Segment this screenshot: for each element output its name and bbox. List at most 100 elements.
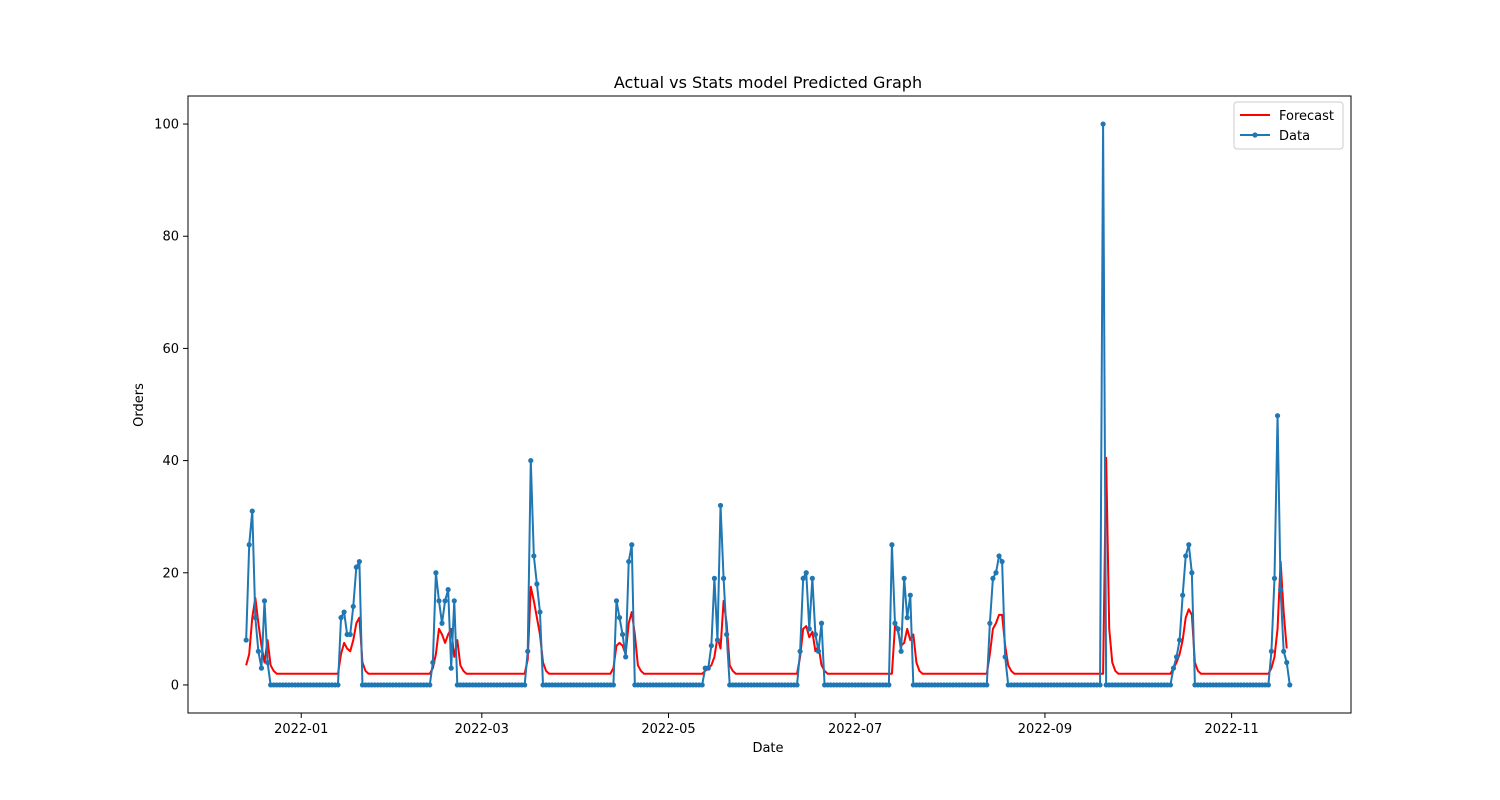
- legend-box: [1233, 101, 1344, 150]
- data-point: [626, 558, 632, 565]
- data-point: [445, 587, 451, 593]
- data-point: [613, 598, 620, 604]
- x-tick-label: 2022-05: [641, 722, 695, 737]
- data-point: [794, 682, 800, 688]
- x-tick-label: 2022-03: [455, 722, 509, 737]
- data-point: [335, 682, 341, 688]
- data-point: [999, 558, 1005, 565]
- data-point: [1281, 648, 1287, 654]
- data-point: [537, 609, 543, 615]
- x-tick-label: 2022-01: [274, 722, 328, 737]
- y-tick-label: 100: [154, 118, 179, 133]
- data-point: [623, 654, 629, 660]
- data-point: [1268, 648, 1275, 654]
- data-point: [531, 553, 537, 559]
- legend: Forecast Data: [1233, 101, 1344, 150]
- y-tick-label: 0: [171, 678, 179, 693]
- data-point: [528, 457, 534, 464]
- data-point: [439, 620, 445, 626]
- data-point: [264, 659, 271, 666]
- data-point: [246, 542, 252, 548]
- data-series: [243, 121, 1293, 688]
- data-point: [806, 626, 812, 632]
- data-point: [1097, 682, 1103, 688]
- data-point: [1173, 654, 1180, 660]
- data-point: [616, 615, 623, 621]
- data-point: [886, 682, 892, 688]
- data-point: [338, 615, 344, 621]
- data-point: [341, 609, 347, 615]
- data-point: [436, 598, 442, 604]
- x-tick-label: 2022-07: [828, 722, 882, 737]
- data-point: [433, 570, 439, 576]
- data-point: [892, 620, 898, 626]
- data-point: [1284, 659, 1290, 666]
- data-point: [1177, 637, 1183, 643]
- y-axis-label: Orders: [132, 383, 147, 427]
- x-axis: 2022-01 2022-03 2022-05 2022-07 2022-09 2022-…: [274, 713, 1259, 737]
- data-point: [347, 631, 353, 638]
- x-tick-label: 2022-09: [1018, 722, 1072, 737]
- forecast-series: [245, 456, 1288, 675]
- data-point: [261, 598, 268, 604]
- data-point: [255, 648, 261, 654]
- data-point: [1265, 682, 1271, 688]
- x-tick-label: 2022-11: [1204, 722, 1258, 737]
- data-point: [448, 665, 454, 671]
- data-point: [534, 581, 540, 587]
- legend-data-marker: [1252, 132, 1258, 138]
- data-point: [442, 598, 448, 604]
- data-point: [717, 502, 724, 509]
- data-point: [525, 648, 531, 654]
- legend-data-label: Data: [1279, 129, 1310, 144]
- y-axis: 0 20 40 60 80 100: [154, 118, 188, 693]
- y-tick-label: 20: [162, 566, 179, 581]
- data-point: [895, 626, 901, 632]
- data-point: [1287, 682, 1293, 688]
- chart-title: Actual vs Stats model Predicted Graph: [614, 73, 922, 92]
- data-point: [904, 615, 910, 621]
- data-point: [1274, 413, 1281, 419]
- data-point: [353, 564, 359, 570]
- data-point: [252, 615, 258, 621]
- data-point: [1180, 592, 1186, 598]
- data-point: [243, 637, 249, 643]
- data-point: [610, 682, 617, 688]
- data-point: [1167, 682, 1174, 688]
- data-point: [797, 648, 803, 654]
- data-point: [629, 542, 635, 548]
- data-point: [889, 542, 895, 548]
- data-point: [901, 575, 907, 581]
- data-point: [258, 665, 265, 671]
- y-tick-label: 40: [162, 454, 179, 469]
- data-point: [1278, 587, 1284, 593]
- plot-area: [187, 95, 1352, 714]
- data-point: [993, 570, 999, 576]
- data-point: [809, 575, 815, 581]
- data-point: [818, 620, 825, 626]
- data-point: [430, 659, 436, 666]
- data-point: [815, 648, 822, 654]
- y-tick-label: 60: [162, 342, 179, 357]
- data-point: [699, 682, 705, 688]
- data-point: [249, 508, 255, 514]
- data-point: [619, 631, 626, 638]
- data-point: [724, 631, 730, 638]
- data-point: [803, 570, 809, 576]
- data-point: [1100, 121, 1106, 127]
- data-point: [427, 682, 433, 688]
- data-point: [720, 575, 727, 581]
- data-point: [708, 643, 714, 649]
- data-point: [990, 575, 996, 581]
- plot-frame: [187, 95, 1352, 714]
- data-point: [350, 603, 356, 610]
- forecast-line: [245, 456, 1288, 675]
- data-point: [898, 648, 904, 654]
- data-point: [1183, 553, 1189, 559]
- data-point: [1002, 654, 1008, 660]
- data-point: [451, 598, 457, 604]
- data-point: [1186, 542, 1192, 548]
- data-point: [1271, 575, 1278, 581]
- data-point: [1189, 570, 1195, 576]
